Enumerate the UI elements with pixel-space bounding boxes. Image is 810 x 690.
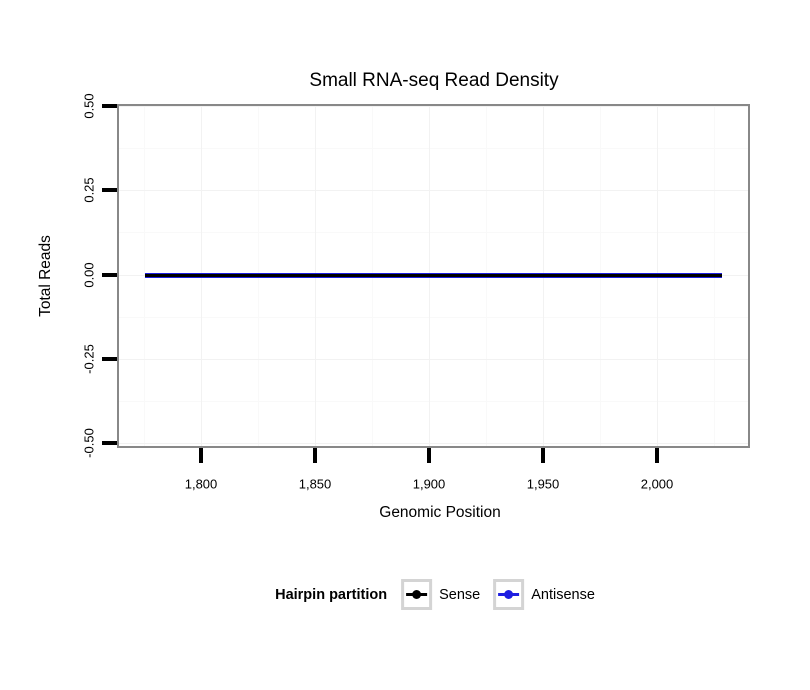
gridline-minor-h	[119, 148, 748, 149]
x-tick	[541, 448, 545, 463]
sense-key-icon	[401, 579, 433, 610]
antisense-key-icon	[493, 579, 525, 610]
legend-label-antisense: Antisense	[531, 586, 595, 603]
gridline-major-h	[119, 106, 748, 107]
plot-panel	[117, 104, 750, 448]
x-tick	[199, 448, 203, 463]
y-axis-title: Total Reads	[37, 235, 54, 317]
antisense-dot-glyph	[504, 590, 514, 599]
x-tick	[427, 448, 431, 463]
x-tick	[313, 448, 317, 463]
y-tick-label: 0.25	[81, 177, 97, 203]
gridline-major-h	[119, 359, 748, 360]
chart-title: Small RNA-seq Read Density	[309, 70, 559, 91]
y-tick	[102, 441, 117, 445]
x-tick-label: 1,950	[526, 476, 560, 492]
x-tick-label: 1,800	[184, 476, 218, 492]
sense-series-line	[145, 274, 722, 277]
gridline-minor-v	[144, 106, 145, 446]
x-tick-label: 1,900	[412, 476, 446, 492]
legend-title: Hairpin partition	[275, 586, 388, 603]
y-tick-label: -0.25	[81, 344, 97, 374]
legend-entry-antisense: Antisense	[493, 579, 595, 610]
y-tick	[102, 273, 117, 277]
gridline-minor-h	[119, 232, 748, 233]
gridline-minor-h	[119, 401, 748, 402]
x-tick-label: 1,850	[298, 476, 332, 492]
y-tick	[102, 104, 117, 108]
y-tick-label: 0.00	[81, 262, 97, 288]
gridline-major-h	[119, 190, 748, 191]
gridline-minor-h	[119, 317, 748, 318]
sense-dot-glyph	[412, 590, 422, 599]
legend: Hairpin partition Sense Antisense	[275, 579, 595, 610]
x-tick	[655, 448, 659, 463]
y-tick-label: -0.50	[81, 428, 97, 458]
y-tick	[102, 188, 117, 192]
y-tick-label: 0.50	[81, 93, 97, 119]
y-tick	[102, 357, 117, 361]
legend-entry-sense: Sense	[401, 579, 480, 610]
x-tick-label: 2,000	[640, 476, 674, 492]
legend-label-sense: Sense	[439, 586, 481, 603]
x-axis-title: Genomic Position	[379, 504, 501, 521]
gridline-major-h	[119, 443, 748, 444]
